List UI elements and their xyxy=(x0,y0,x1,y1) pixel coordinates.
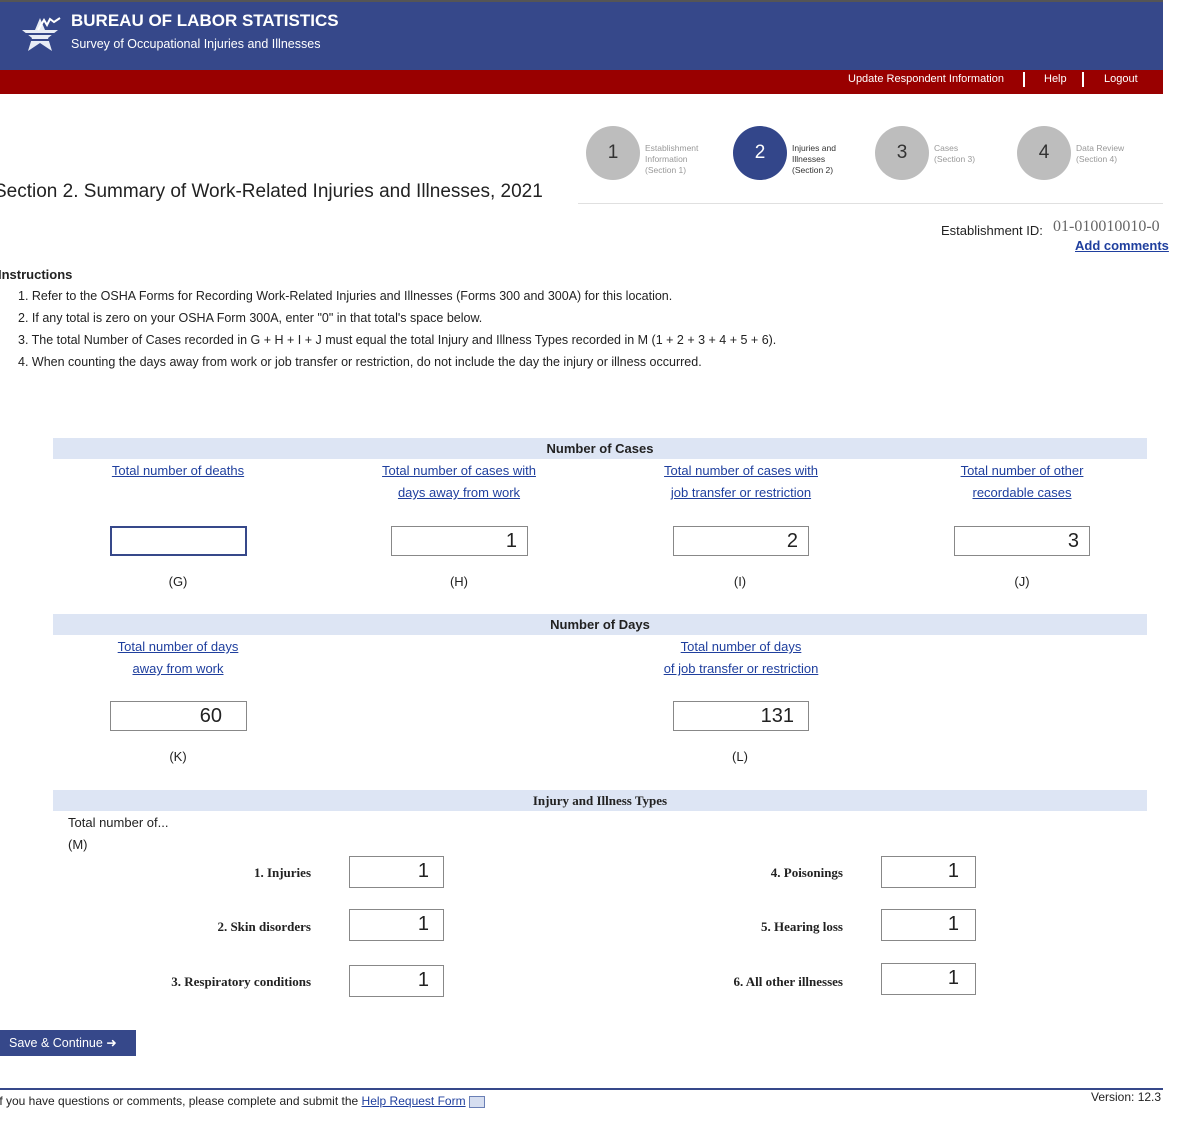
logout-link[interactable]: Logout xyxy=(1104,73,1138,85)
step-3[interactable]: 3 xyxy=(875,126,929,180)
other-illnesses-input[interactable]: 1 xyxy=(881,963,976,995)
save-continue-label: Save & Continue xyxy=(9,1036,103,1050)
label-line[interactable]: Total number of days xyxy=(680,639,802,654)
label-line[interactable]: of job transfer or restriction xyxy=(663,661,819,676)
establishment-id-label: Establishment ID: xyxy=(941,223,1043,238)
other-illnesses-label: 6. All other illnesses xyxy=(733,974,843,989)
survey-subtitle: Survey of Occupational Injuries and Illn… xyxy=(71,37,321,51)
establishment-id-value: 01-010010010-0 xyxy=(1053,218,1160,235)
label-line[interactable]: Total number of deaths xyxy=(111,463,245,478)
help-link[interactable]: Help xyxy=(1044,73,1067,85)
deaths-input[interactable] xyxy=(110,526,247,556)
code-k: (K) xyxy=(169,749,187,764)
days-away-label-link[interactable]: Total number of days away from work xyxy=(78,636,278,680)
page-title: Section 2. Summary of Work-Related Injur… xyxy=(0,181,543,202)
injuries-input[interactable]: 1 xyxy=(349,856,444,888)
label-line[interactable]: Total number of other xyxy=(960,463,1084,478)
org-name: BUREAU OF LABOR STATISTICS xyxy=(71,11,339,30)
poisonings-label: 4. Poisonings xyxy=(770,865,843,880)
step-label-line: Injuries and xyxy=(792,143,836,153)
step-4-label: Data Review (Section 4) xyxy=(1076,143,1156,165)
step-label-line: Illnesses xyxy=(792,154,826,164)
step-label-line: Data Review xyxy=(1076,143,1125,153)
job-transfer-days-input[interactable]: 131 xyxy=(673,701,809,731)
label-line[interactable]: recordable cases xyxy=(972,485,1072,500)
poisonings-input[interactable]: 1 xyxy=(881,856,976,888)
nav-separator xyxy=(1023,72,1025,87)
code-i: (I) xyxy=(733,574,747,589)
hearing-loss-label: 5. Hearing loss xyxy=(761,919,843,934)
step-label-line: Cases xyxy=(934,143,959,153)
step-3-label: Cases (Section 3) xyxy=(934,143,1014,165)
step-2[interactable]: 2 xyxy=(733,126,787,180)
respiratory-label: 3. Respiratory conditions xyxy=(171,974,311,989)
other-cases-label-link[interactable]: Total number of other recordable cases xyxy=(922,460,1122,504)
code-h: (H) xyxy=(449,574,469,589)
skin-disorders-label: 2. Skin disorders xyxy=(217,919,311,934)
code-l: (L) xyxy=(732,749,748,764)
code-g: (G) xyxy=(168,574,188,589)
label-line[interactable]: away from work xyxy=(132,661,224,676)
step-2-label: Injuries and Illnesses (Section 2) xyxy=(792,143,872,176)
add-comments-link[interactable]: Add comments xyxy=(1075,238,1169,253)
header-banner xyxy=(0,0,1163,70)
title-divider xyxy=(578,203,1163,204)
update-respondent-link[interactable]: Update Respondent Information xyxy=(848,73,1004,85)
step-1-label: Establishment Information (Section 1) xyxy=(645,143,725,176)
injuries-label: 1. Injuries xyxy=(253,865,311,880)
step-4[interactable]: 4 xyxy=(1017,126,1071,180)
other-cases-input[interactable]: 3 xyxy=(954,526,1090,556)
bls-star-logo xyxy=(22,17,61,51)
step-1[interactable]: 1 xyxy=(586,126,640,180)
version-label: Version: 12.3 xyxy=(1091,1090,1162,1104)
deaths-label-link[interactable]: Total number of deaths xyxy=(78,460,278,482)
form-window-icon[interactable] xyxy=(468,1095,485,1108)
days-away-input[interactable]: 60 xyxy=(110,701,247,731)
label-line[interactable]: Total number of cases with xyxy=(382,463,536,478)
days-away-cases-label-link[interactable]: Total number of cases with days away from… xyxy=(359,460,559,504)
step-label-line: (Section 1) xyxy=(645,165,687,175)
label-line[interactable]: job transfer or restriction xyxy=(670,485,812,500)
label-line[interactable]: Total number of days xyxy=(117,639,239,654)
nav-separator xyxy=(1082,72,1084,87)
code-m: (M) xyxy=(68,837,88,852)
footer-message: If you have questions or comments, pleas… xyxy=(0,1094,359,1108)
step-label-line: (Section 3) xyxy=(934,154,976,164)
instruction-item: 3. The total Number of Cases recorded in… xyxy=(18,333,777,347)
skin-disorders-input[interactable]: 1 xyxy=(349,909,444,941)
cases-section-header: Number of Cases xyxy=(53,438,1147,459)
footer-text: If you have questions or comments, pleas… xyxy=(0,1090,485,1112)
types-section-header: Injury and Illness Types xyxy=(53,790,1147,811)
step-label-line: Establishment xyxy=(645,143,699,153)
respiratory-input[interactable]: 1 xyxy=(349,965,444,997)
days-away-cases-input[interactable]: 1 xyxy=(391,526,528,556)
days-section-header: Number of Days xyxy=(53,614,1147,635)
label-line[interactable]: Total number of cases with xyxy=(664,463,818,478)
help-request-form-link[interactable]: Help Request Form xyxy=(361,1094,466,1108)
instructions-heading: Instructions xyxy=(0,267,73,282)
job-transfer-days-label-link[interactable]: Total number of days of job transfer or r… xyxy=(621,636,861,680)
job-transfer-cases-input[interactable]: 2 xyxy=(673,526,809,556)
step-label-line: (Section 4) xyxy=(1076,154,1118,164)
types-intro: Total number of... xyxy=(68,815,169,830)
job-transfer-cases-label-link[interactable]: Total number of cases with job transfer o… xyxy=(641,460,841,504)
step-label-line: Information xyxy=(645,154,688,164)
instruction-item: 2. If any total is zero on your OSHA For… xyxy=(18,311,483,325)
instruction-item: 4. When counting the days away from work… xyxy=(18,355,702,369)
footer-divider xyxy=(0,1088,1163,1090)
save-continue-button[interactable]: Save & Continue ➜ xyxy=(0,1030,136,1056)
hearing-loss-input[interactable]: 1 xyxy=(881,909,976,941)
instruction-item: 1. Refer to the OSHA Forms for Recording… xyxy=(18,289,673,303)
nav-bar xyxy=(0,70,1163,94)
step-label-line: (Section 2) xyxy=(792,165,834,175)
arrow-right-icon: ➜ xyxy=(106,1036,117,1050)
code-j: (J) xyxy=(1014,574,1030,589)
label-line[interactable]: days away from work xyxy=(397,485,521,500)
